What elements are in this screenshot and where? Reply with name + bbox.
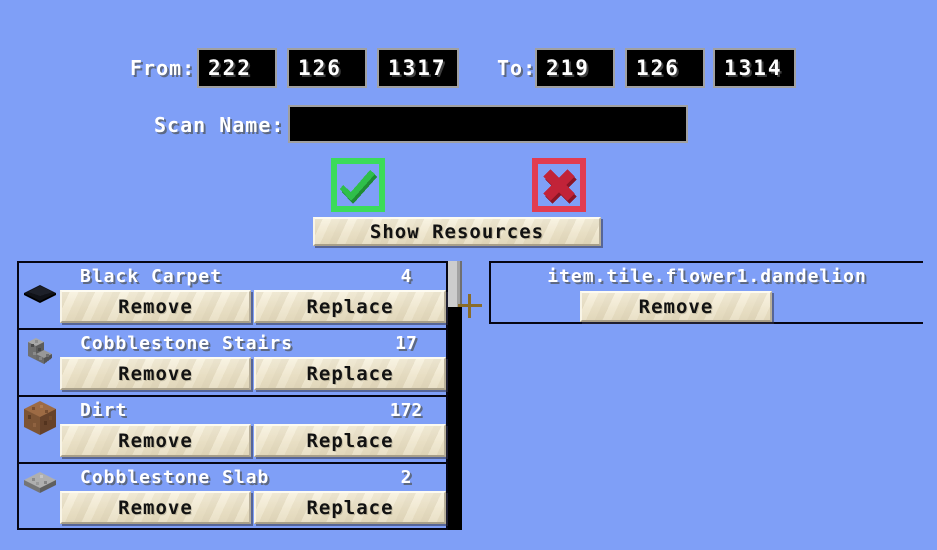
block-list-scrollbar[interactable] xyxy=(448,261,462,530)
to-z-field[interactable] xyxy=(713,48,796,88)
block-count: 4 xyxy=(400,266,412,287)
cobblestone-stairs-icon xyxy=(22,332,58,372)
dirt-icon xyxy=(22,399,58,441)
cobblestone-slab-icon xyxy=(22,470,58,498)
from-y-field[interactable] xyxy=(287,48,367,88)
remove-button-cobblestone-stairs[interactable]: Remove xyxy=(60,357,251,390)
block-list-panel: Black Carpet 4 Remove Replace xyxy=(17,261,448,530)
resource-panel: item.tile.flower1.dandelion Remove xyxy=(489,261,923,324)
block-name: Cobblestone Slab xyxy=(80,467,270,488)
scrollbar-thumb[interactable] xyxy=(448,261,462,307)
to-x-field[interactable] xyxy=(535,48,615,88)
block-name: Black Carpet xyxy=(80,266,223,287)
resource-title: item.tile.flower1.dandelion xyxy=(547,266,867,287)
from-x-field[interactable] xyxy=(197,48,277,88)
block-name: Dirt xyxy=(80,400,128,421)
block-row-cobblestone-slab: Cobblestone Slab 2 Remove Replace xyxy=(19,464,446,529)
x-icon xyxy=(531,158,587,216)
remove-button-dirt[interactable]: Remove xyxy=(60,424,251,457)
replace-button-cobblestone-stairs[interactable]: Replace xyxy=(254,357,446,390)
to-y-field[interactable] xyxy=(625,48,705,88)
plus-cursor-icon xyxy=(458,294,482,318)
replace-button-black-carpet[interactable]: Replace xyxy=(254,290,446,323)
block-name: Cobblestone Stairs xyxy=(80,333,294,354)
block-count: 2 xyxy=(400,467,412,488)
replace-button-cobblestone-slab[interactable]: Replace xyxy=(254,491,446,524)
from-label: From: xyxy=(130,56,196,80)
scan-name-label: Scan Name: xyxy=(154,113,285,137)
from-z-field[interactable] xyxy=(377,48,459,88)
to-label: To: xyxy=(497,56,537,80)
block-count: 17 xyxy=(395,333,417,354)
remove-button-dandelion[interactable]: Remove xyxy=(580,291,772,322)
remove-button-black-carpet[interactable]: Remove xyxy=(60,290,251,323)
replace-button-dirt[interactable]: Replace xyxy=(254,424,446,457)
cancel-button[interactable] xyxy=(531,157,587,213)
block-row-dirt: Dirt 172 Remove Replace xyxy=(19,397,446,464)
show-resources-button[interactable]: Show Resources xyxy=(313,217,601,246)
block-row-cobblestone-stairs: Cobblestone Stairs 17 Remove Replace xyxy=(19,330,446,397)
check-icon xyxy=(330,158,386,216)
remove-button-cobblestone-slab[interactable]: Remove xyxy=(60,491,251,524)
block-row-black-carpet: Black Carpet 4 Remove Replace xyxy=(19,263,446,330)
black-carpet-icon xyxy=(22,283,58,309)
block-count: 172 xyxy=(389,400,423,421)
confirm-button[interactable] xyxy=(330,157,386,213)
plus-vertical-bar xyxy=(468,294,471,318)
scan-name-input[interactable] xyxy=(288,105,688,143)
